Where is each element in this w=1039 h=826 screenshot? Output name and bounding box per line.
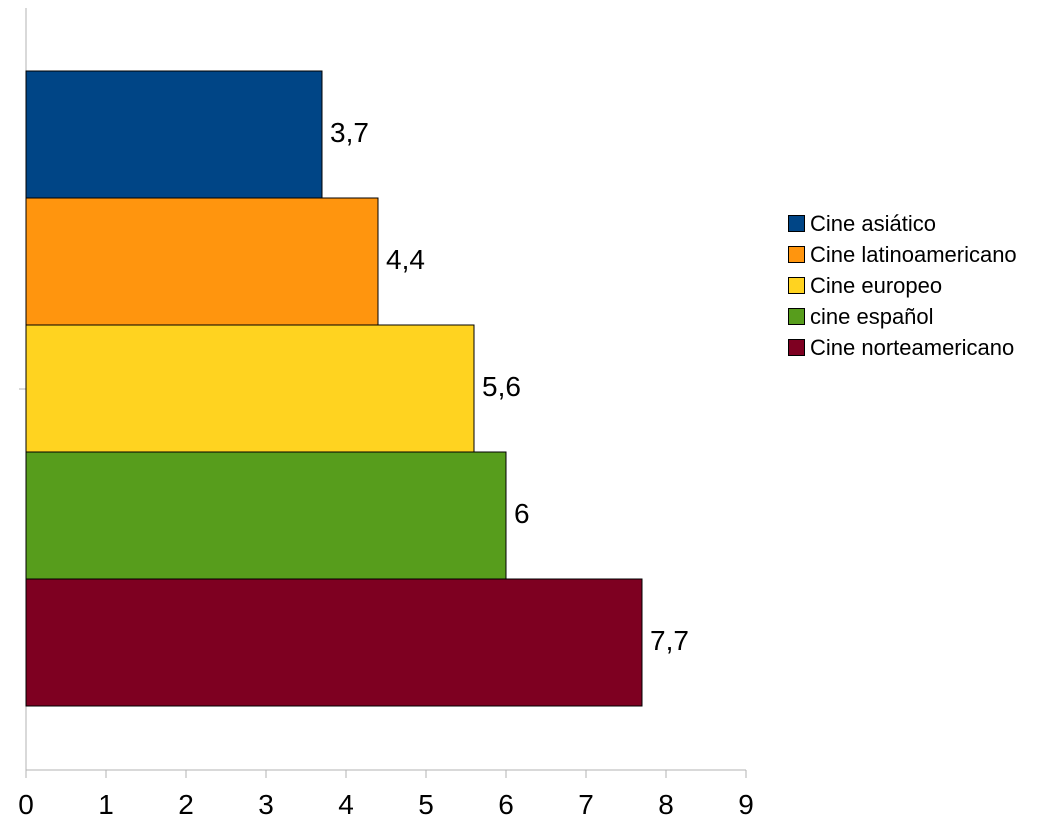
legend-item: Cine latinoamericano [788,242,1033,267]
x-tick-label: 3 [258,789,274,820]
x-tick-label: 1 [98,789,114,820]
legend-label: Cine latinoamericano [810,242,1017,267]
legend-label: Cine norteamericano [810,335,1015,360]
x-tick-label: 8 [658,789,674,820]
legend-item: Cine asiático [788,211,1033,236]
bars-layer: 3,7 4,4 5,6 6 7,7 [25,70,689,707]
legend-label: Cine europeo [810,273,943,298]
x-tick-label: 7 [578,789,594,820]
bar [25,197,379,326]
x-tick-label: 2 [178,789,194,820]
x-tick-label: 0 [18,789,34,820]
legend-item: Cine europeo [788,273,1033,298]
legend-item: Cine norteamericano [788,335,1033,360]
legend-swatch [788,246,805,263]
bar [25,578,643,707]
bar-data-label: 6 [514,498,530,529]
legend-swatch [788,277,805,294]
legend: Cine asiático Cine latinoamericano Cine eu… [788,211,1033,366]
bar-data-label: 3,7 [330,117,369,148]
legend-label: cine español [810,304,934,329]
x-tick-label: 4 [338,789,354,820]
bar-data-label: 4,4 [386,244,425,275]
x-ticks-layer: 0 1 2 3 4 5 6 7 8 9 [18,770,754,820]
x-tick-label: 6 [498,789,514,820]
bar [25,70,323,199]
legend-swatch [788,339,805,356]
bar-data-label: 5,6 [482,371,521,402]
legend-item: cine español [788,304,1033,329]
legend-swatch [788,308,805,325]
legend-swatch [788,215,805,232]
x-tick-label: 9 [738,789,754,820]
bar [25,324,475,453]
bar-data-label: 7,7 [650,625,689,656]
legend-label: Cine asiático [810,211,936,236]
x-tick-label: 5 [418,789,434,820]
bar [25,451,507,580]
